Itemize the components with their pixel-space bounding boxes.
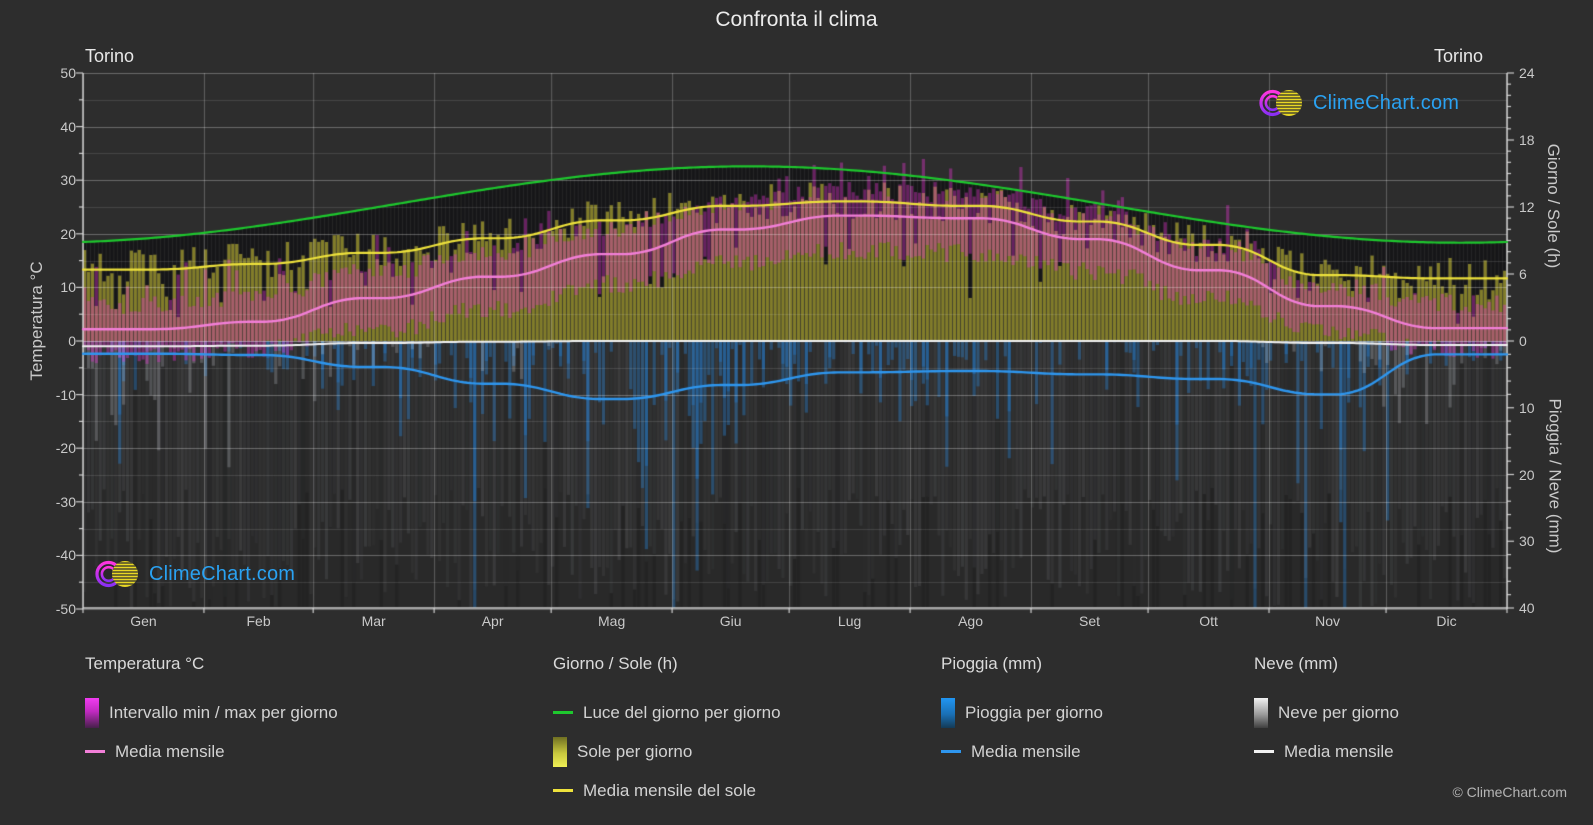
legend-item: Pioggia per giorno <box>941 693 1103 732</box>
temp-tick-label: 30 <box>60 172 76 189</box>
legend-gradient-swatch <box>941 697 955 728</box>
month-label: Giu <box>719 613 742 629</box>
month-label: Ott <box>1199 613 1218 629</box>
legend-title: Giorno / Sole (h) <box>553 654 678 673</box>
climechart-logo-text: ClimeChart.com <box>1313 91 1460 114</box>
temp-tick-label: 50 <box>60 65 76 81</box>
temp-axis-title: Temperatura °C <box>27 261 46 381</box>
climechart-logo-top-right[interactable]: ClimeChart.com <box>1258 85 1459 121</box>
legend-item-label: Media mensile <box>115 741 225 761</box>
legend-group-rain: Pioggia (mm) Pioggia per giorno Media mens… <box>941 652 1103 771</box>
temp-tick-label: -40 <box>55 547 76 564</box>
legend-item-label: Neve per giorno <box>1278 702 1399 722</box>
climechart-logo-bottom-left[interactable]: ClimeChart.com <box>94 556 295 592</box>
sun-tick-label: 24 <box>1519 65 1535 81</box>
month-label: Gen <box>130 613 157 629</box>
legend-line-swatch <box>1254 750 1274 753</box>
month-label: Ago <box>958 613 983 629</box>
legend-gradient-swatch <box>85 697 99 728</box>
month-label: Feb <box>246 613 271 629</box>
month-label: Apr <box>481 613 504 629</box>
sun-tick-label: 0 <box>1519 333 1527 349</box>
precip-tick-label: 40 <box>1519 600 1535 616</box>
legend-item: Intervallo min / max per giorno <box>85 693 338 732</box>
legend-gradient-swatch <box>1254 697 1268 728</box>
station-name-right: Torino <box>1433 46 1483 66</box>
temp-tick-label: 10 <box>60 279 76 296</box>
temp-tick-label: 40 <box>60 118 76 135</box>
legend-item: Media mensile <box>941 732 1103 771</box>
legend-item-label: Pioggia per giorno <box>965 702 1103 722</box>
legend-item-label: Intervallo min / max per giorno <box>109 702 338 722</box>
legend-group-snow: Neve (mm) Neve per giorno Media mensile <box>1254 652 1399 771</box>
climechart-logo-text: ClimeChart.com <box>149 562 296 585</box>
sun-tick-label: 12 <box>1519 199 1535 215</box>
legend-line-swatch <box>941 750 961 753</box>
temp-tick-label: 20 <box>60 225 76 242</box>
climechart-logo-icon <box>1259 89 1302 117</box>
precip-tick-label: 20 <box>1519 466 1535 483</box>
legend-item: Media mensile del sole <box>553 771 781 810</box>
legend-line-swatch <box>85 750 105 753</box>
legend-line-swatch <box>553 711 573 714</box>
legend-item-label: Luce del giorno per giorno <box>583 702 781 722</box>
legend-item: Media mensile <box>85 732 338 771</box>
page-title: Confronta il clima <box>715 8 878 31</box>
month-label: Mag <box>598 613 626 629</box>
legend-gradient-swatch <box>553 736 567 767</box>
legend-title: Pioggia (mm) <box>941 654 1043 673</box>
legend-item: Media mensile <box>1254 732 1399 771</box>
legend-item-label: Media mensile <box>1284 741 1394 761</box>
month-label: Mar <box>361 613 386 629</box>
legend-title: Temperatura °C <box>85 654 205 673</box>
temp-tick-label: -20 <box>55 440 76 457</box>
month-label: Set <box>1079 613 1101 629</box>
temp-tick-label: -50 <box>55 601 76 617</box>
legend-item-label: Media mensile <box>971 741 1081 761</box>
precip-tick-label: 10 <box>1519 399 1535 416</box>
month-label: Nov <box>1315 613 1340 629</box>
legend-title: Neve (mm) <box>1254 654 1339 673</box>
climechart-logo-icon <box>95 560 138 588</box>
precip-tick-label: 30 <box>1519 533 1535 550</box>
temp-tick-label: 0 <box>68 333 76 349</box>
sun-tick-label: 6 <box>1519 266 1527 282</box>
legend-item-label: Media mensile del sole <box>583 780 756 800</box>
legend-group-temperature: Temperatura °C Intervallo min / max per g… <box>85 652 338 771</box>
legend-group-sun: Giorno / Sole (h) Luce del giorno per gio… <box>553 652 781 810</box>
legend-item-label: Sole per giorno <box>577 741 693 761</box>
legend-item: Luce del giorno per giorno <box>553 693 781 732</box>
copyright-note: © ClimeChart.com <box>1452 784 1567 800</box>
station-name-left: Torino <box>85 46 135 66</box>
sun-tick-label: 18 <box>1519 132 1535 148</box>
legend-item: Sole per giorno <box>553 732 781 771</box>
month-label: Lug <box>837 613 862 629</box>
legend-item: Neve per giorno <box>1254 693 1399 732</box>
month-label: Dic <box>1436 613 1457 629</box>
temp-tick-label: -30 <box>55 493 76 510</box>
legend-line-swatch <box>553 789 573 792</box>
temp-tick-label: -10 <box>55 386 76 403</box>
